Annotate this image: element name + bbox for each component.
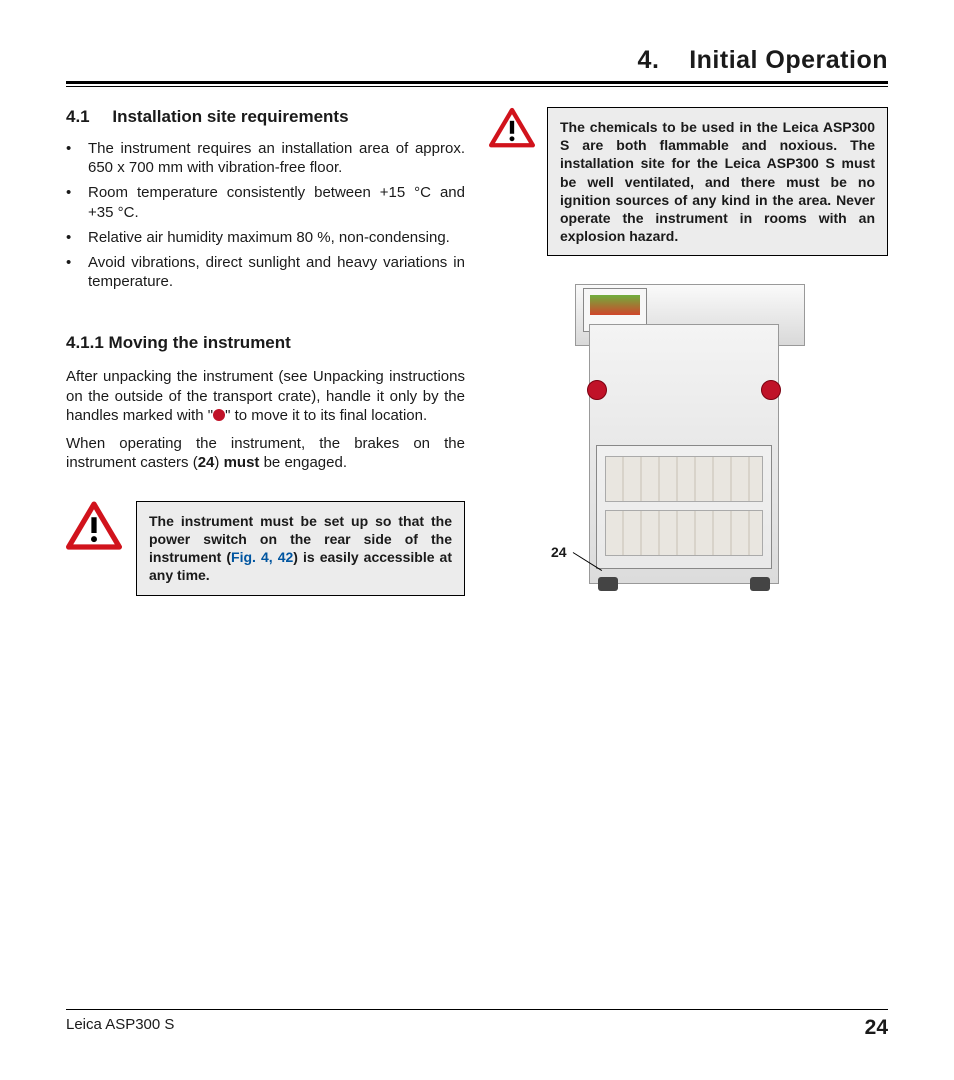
- figure-reference: Fig. 4, 42: [231, 549, 293, 565]
- footer-page-number: 24: [865, 1016, 888, 1040]
- requirements-list: •The instrument requires an installation…: [66, 139, 465, 291]
- left-column: 4.1 Installation site requirements •The …: [66, 107, 465, 604]
- caster-wheel: [598, 577, 618, 591]
- reagent-shelf: [605, 456, 763, 502]
- chapter-title: Initial Operation: [689, 46, 888, 74]
- warning-left-box: The instrument must be set up so that th…: [136, 501, 465, 596]
- caster-wheel: [750, 577, 770, 591]
- warning-triangle-icon: [66, 501, 126, 556]
- warning-left: The instrument must be set up so that th…: [66, 501, 465, 596]
- section-4-1-1-heading: 4.1.1 Moving the instrument: [66, 333, 465, 353]
- callout-24: 24: [551, 544, 567, 560]
- list-item: •The instrument requires an installation…: [66, 139, 465, 177]
- right-column: The chemicals to be used in the Leica AS…: [489, 107, 888, 604]
- handle-dot-icon: [213, 409, 225, 421]
- section-number: 4.1: [66, 107, 90, 127]
- rule-thin: [66, 86, 888, 87]
- footer-rule: [66, 1009, 888, 1010]
- instrument-body: [589, 324, 779, 584]
- moving-para-1: After unpacking the instrument (see Unpa…: [66, 367, 465, 426]
- warning-triangle-icon: [489, 107, 537, 154]
- rule-thick: [66, 81, 888, 84]
- list-item: •Avoid vibrations, direct sunlight and h…: [66, 253, 465, 291]
- warning-right: The chemicals to be used in the Leica AS…: [489, 107, 888, 256]
- chapter-number: 4.: [638, 46, 660, 74]
- footer-product: Leica ASP300 S: [66, 1016, 174, 1040]
- list-item: •Room temperature consistently between +…: [66, 183, 465, 221]
- content-columns: 4.1 Installation site requirements •The …: [66, 107, 888, 604]
- warning-right-box: The chemicals to be used in the Leica AS…: [547, 107, 888, 256]
- page-footer: Leica ASP300 S 24: [66, 1009, 888, 1040]
- section-title: Installation site requirements: [112, 107, 348, 126]
- moving-para-2: When operating the instrument, the brake…: [66, 434, 465, 473]
- instrument-figure: 24: [489, 284, 888, 604]
- instrument-cabinet: [596, 445, 772, 569]
- section-4-1-heading: 4.1 Installation site requirements: [66, 107, 465, 127]
- chapter-header: 4. Initial Operation: [66, 46, 888, 81]
- reagent-shelf: [605, 510, 763, 556]
- list-item: •Relative air humidity maximum 80 %, non…: [66, 228, 465, 247]
